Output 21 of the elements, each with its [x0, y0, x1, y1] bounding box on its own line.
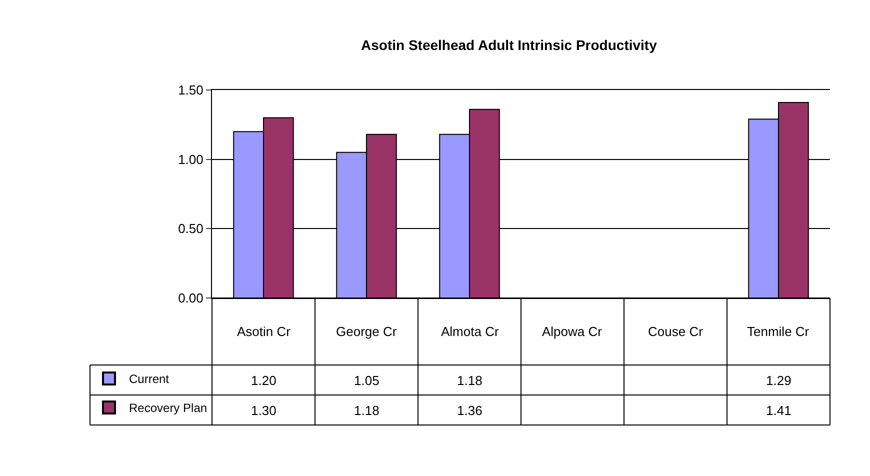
y-tick-label: 1.00 [178, 152, 204, 167]
data-label: 1.05 [354, 373, 380, 388]
x-tick-label: Couse Cr [648, 324, 704, 339]
data-label: 1.29 [766, 373, 792, 388]
chart-title: Asotin Steelhead Adult Intrinsic Productivity [361, 36, 658, 53]
y-tick-label: 1.50 [178, 82, 204, 98]
y-tick-label: 0.00 [178, 290, 204, 306]
x-tick-label: Almota Cr [441, 324, 500, 339]
data-label: 1.18 [457, 373, 482, 388]
x-tick-label: George Cr [336, 324, 398, 339]
x-tick-label: Asotin Cr [237, 324, 292, 339]
data-label: 1.30 [251, 403, 276, 418]
data-label: 1.18 [354, 403, 380, 418]
x-tick-label: Alpowa Cr [542, 324, 603, 339]
data-label: 1.41 [766, 403, 792, 418]
legend-label: Recovery Plan [129, 401, 208, 416]
legend-label: Current [129, 372, 170, 386]
data-label: 1.20 [251, 373, 276, 388]
y-tick-label: 0.50 [178, 221, 204, 236]
x-tick-label: Tenmile Cr [747, 324, 810, 339]
data-label: 1.36 [457, 403, 482, 418]
